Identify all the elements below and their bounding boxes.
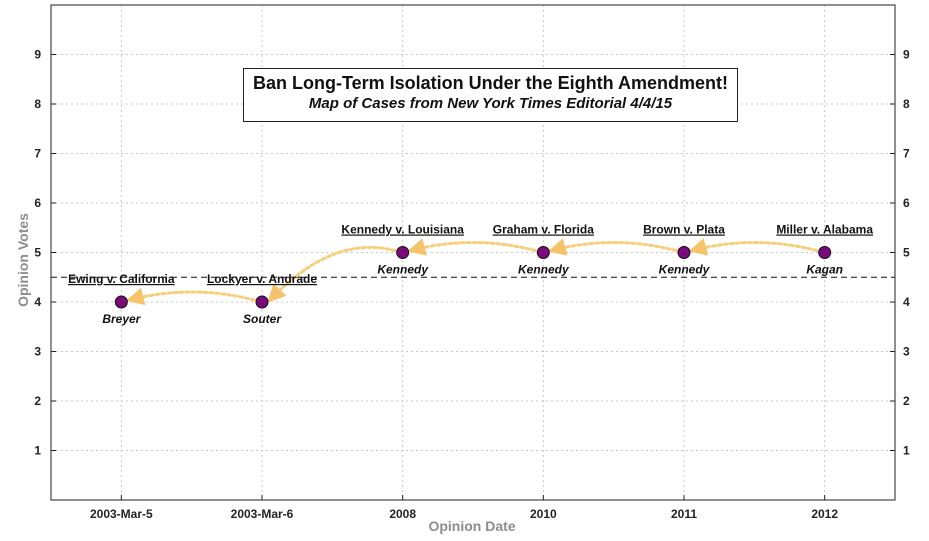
y-tick-label-left: 6 bbox=[34, 196, 41, 210]
case-label: Miller v. Alabama bbox=[776, 223, 873, 237]
author-label: Kagan bbox=[806, 263, 843, 277]
data-point bbox=[536, 246, 550, 259]
y-tick-label-left: 9 bbox=[34, 48, 41, 62]
citation-arrow bbox=[688, 238, 819, 256]
y-tick-label-right: 1 bbox=[903, 444, 910, 458]
arrows bbox=[125, 238, 819, 306]
citation-arrow bbox=[407, 238, 537, 256]
y-tick-label-left: 4 bbox=[34, 295, 41, 309]
author-label: Kennedy bbox=[659, 263, 711, 277]
data-points bbox=[114, 246, 832, 309]
case-label: Brown v. Plata bbox=[643, 223, 725, 237]
y-tick-label-right: 6 bbox=[903, 196, 910, 210]
x-tick-label: 2003-Mar-5 bbox=[90, 507, 153, 521]
data-point bbox=[677, 246, 691, 259]
data-point bbox=[255, 295, 269, 309]
case-label: Kennedy v. Louisiana bbox=[341, 223, 464, 237]
citation-arrow bbox=[547, 238, 678, 256]
citation-arrow bbox=[125, 287, 256, 306]
point-labels: Ewing v. California Breyer Lockyer v. Andr… bbox=[68, 223, 873, 327]
author-label: Kennedy bbox=[377, 263, 429, 277]
data-point bbox=[818, 246, 832, 259]
x-tick-label: 2012 bbox=[811, 507, 838, 521]
y-tick-label-left: 5 bbox=[34, 246, 41, 260]
y-tick-label-right: 7 bbox=[903, 147, 910, 161]
axes: 2003-Mar-5 2003-Mar-6 2008 2010 2011 2012 1 1 2 2… bbox=[34, 4, 910, 521]
y-tick-label-left: 3 bbox=[34, 345, 41, 359]
x-tick-label: 2008 bbox=[389, 507, 416, 521]
author-label: Souter bbox=[243, 312, 282, 326]
chart-subtitle: Map of Cases from New York Times Editori… bbox=[308, 95, 673, 112]
y-tick-label-left: 7 bbox=[34, 147, 41, 161]
data-point bbox=[396, 246, 410, 259]
author-label: Kennedy bbox=[518, 263, 570, 277]
y-tick-label-right: 5 bbox=[903, 246, 910, 260]
author-label: Breyer bbox=[102, 312, 141, 326]
y-tick-label-left: 1 bbox=[34, 444, 41, 458]
x-tick-label: 2010 bbox=[530, 507, 557, 521]
x-axis-title: Opinion Date bbox=[428, 518, 515, 534]
citation-arrow bbox=[267, 245, 397, 303]
y-tick-label-right: 4 bbox=[903, 295, 910, 309]
case-label: Graham v. Florida bbox=[493, 223, 594, 237]
x-tick-label: 2011 bbox=[671, 507, 697, 521]
case-label: Lockyer v. Andrade bbox=[207, 272, 317, 286]
chart-title-box: Ban Long-Term Isolation Under the Eighth… bbox=[243, 68, 738, 122]
data-point bbox=[114, 295, 128, 309]
case-label: Ewing v. California bbox=[68, 272, 175, 286]
y-tick-label-right: 8 bbox=[903, 97, 910, 111]
y-tick-label-right: 2 bbox=[903, 394, 910, 408]
y-tick-label-left: 2 bbox=[34, 394, 41, 408]
y-tick-label-right: 3 bbox=[903, 345, 910, 359]
y-axis-title: Opinion Votes bbox=[15, 213, 31, 307]
y-tick-label-left: 8 bbox=[34, 97, 41, 111]
y-tick-label-right: 9 bbox=[903, 48, 910, 62]
chart-title: Ban Long-Term Isolation Under the Eighth… bbox=[253, 73, 728, 93]
x-tick-label: 2003-Mar-6 bbox=[231, 507, 294, 521]
